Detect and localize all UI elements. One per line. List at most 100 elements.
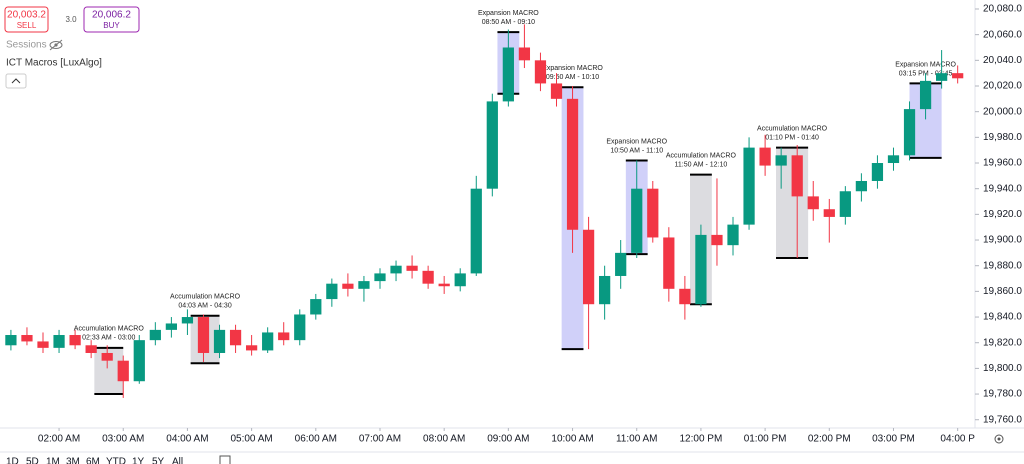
x-tick-label: 03:00 PM <box>872 434 915 445</box>
x-tick-label: 02:00 PM <box>808 434 851 445</box>
candle-body <box>695 234 707 305</box>
settings-icon[interactable] <box>994 434 1004 444</box>
macro-label: Expansion MACRO <box>542 65 603 72</box>
candle-body <box>936 73 948 81</box>
calendar-icon[interactable] <box>219 455 231 464</box>
sell-price: 20,003.2 <box>7 10 46 21</box>
macro-label: Expansion MACRO <box>478 10 539 17</box>
sell-label: SELL <box>17 21 37 30</box>
visibility-icon[interactable] <box>49 39 63 51</box>
candle-body <box>566 98 579 230</box>
candle-body <box>197 317 210 353</box>
y-tick-label: 20,040.0 <box>983 55 1022 66</box>
candle-body <box>679 288 691 305</box>
candle-body <box>278 332 290 341</box>
candle-body <box>85 345 97 353</box>
macro-time: 01:10 PM - 01:40 <box>765 134 819 141</box>
range-button[interactable]: 5D <box>26 457 39 464</box>
y-tick-label: 19,820.0 <box>983 337 1022 348</box>
candle-body <box>37 341 49 348</box>
macro-label: Expansion MACRO <box>606 138 667 145</box>
candle-body <box>823 209 835 217</box>
macro-label: Accumulation MACRO <box>74 326 145 333</box>
candle-body <box>101 352 113 361</box>
candle-body <box>534 60 547 84</box>
collapse-button[interactable] <box>5 73 27 89</box>
range-button[interactable]: 1D <box>6 457 19 464</box>
candle-body <box>647 188 659 238</box>
candle-body <box>470 188 482 274</box>
x-tick-label: 03:00 AM <box>102 434 144 445</box>
y-tick-label: 20,000.0 <box>983 106 1022 117</box>
y-tick-label: 19,840.0 <box>983 312 1022 323</box>
y-tick-label: 19,980.0 <box>983 132 1022 143</box>
candle-body <box>294 314 306 341</box>
macro-time: 09:50 AM - 10:10 <box>546 74 599 81</box>
indicator-label: ICT Macros [LuxAlgo] <box>6 58 102 69</box>
macro-label: Accumulation MACRO <box>170 294 241 301</box>
range-button[interactable]: 6M <box>86 457 100 464</box>
candle-body <box>887 155 900 164</box>
x-tick-label: 10:00 AM <box>551 434 593 445</box>
candle-body <box>631 188 643 253</box>
candle-body <box>550 83 563 99</box>
x-tick-label: 05:00 AM <box>230 434 272 445</box>
macro-label: Expansion MACRO <box>895 61 956 68</box>
candle-body <box>871 163 884 181</box>
candle-body <box>165 323 177 330</box>
candle-body <box>599 275 611 305</box>
range-button[interactable]: 1Y <box>132 457 145 464</box>
macro-time: 10:50 AM - 11:10 <box>610 147 663 154</box>
candle-body <box>262 332 274 351</box>
range-button[interactable]: YTD <box>106 457 126 464</box>
x-tick-label: 08:00 AM <box>423 434 465 445</box>
y-tick-label: 19,780.0 <box>983 389 1022 400</box>
macro-time: 08:50 AM - 09:10 <box>482 19 535 26</box>
macro-time: 04:03 AM - 04:30 <box>178 303 231 310</box>
candle-body <box>919 80 932 110</box>
candle-body <box>390 265 402 274</box>
x-tick-label: 09:00 AM <box>487 434 529 445</box>
x-tick-label: 06:00 AM <box>295 434 337 445</box>
candle-body <box>518 47 531 61</box>
range-button[interactable]: 5Y <box>152 457 165 464</box>
y-tick-label: 20,060.0 <box>983 29 1022 40</box>
candle-body <box>855 180 868 192</box>
candle-body <box>582 229 595 305</box>
y-tick-label: 19,800.0 <box>983 363 1022 374</box>
candle-body <box>502 47 514 102</box>
candle-body <box>422 270 434 284</box>
macro-label: Accumulation MACRO <box>666 152 737 159</box>
buy-button[interactable] <box>83 6 140 33</box>
y-tick-label: 19,960.0 <box>983 158 1022 169</box>
y-tick-label: 19,900.0 <box>983 235 1022 246</box>
candle-body <box>181 317 194 324</box>
sell-button[interactable] <box>4 6 49 33</box>
sessions-label: Sessions <box>6 40 47 51</box>
y-tick-label: 19,880.0 <box>983 260 1022 271</box>
y-tick-label: 20,020.0 <box>983 81 1022 92</box>
candle-body <box>952 73 964 79</box>
candle-body <box>775 155 787 166</box>
range-button[interactable]: All <box>172 457 183 464</box>
candle-body <box>807 196 819 210</box>
candle-body <box>406 265 418 271</box>
x-tick-label: 11:00 AM <box>616 434 658 445</box>
candle-body <box>133 340 145 382</box>
macro-time: 02:33 AM - 03:00 <box>82 335 135 342</box>
x-tick-label: 12:00 PM <box>680 434 723 445</box>
y-tick-label: 19,860.0 <box>983 286 1022 297</box>
spread: 3.0 <box>65 15 77 24</box>
y-tick-label: 19,920.0 <box>983 209 1022 220</box>
candle-body <box>454 273 466 287</box>
candle-body <box>342 283 354 289</box>
candle-body <box>759 147 771 166</box>
candle-body <box>53 335 65 348</box>
range-button[interactable]: 3M <box>66 457 80 464</box>
x-tick-label: 04:00 AM <box>166 434 208 445</box>
candle-body <box>213 329 226 353</box>
candle-body <box>358 281 370 289</box>
candle-body <box>69 335 81 346</box>
range-button[interactable]: 1M <box>46 457 60 464</box>
